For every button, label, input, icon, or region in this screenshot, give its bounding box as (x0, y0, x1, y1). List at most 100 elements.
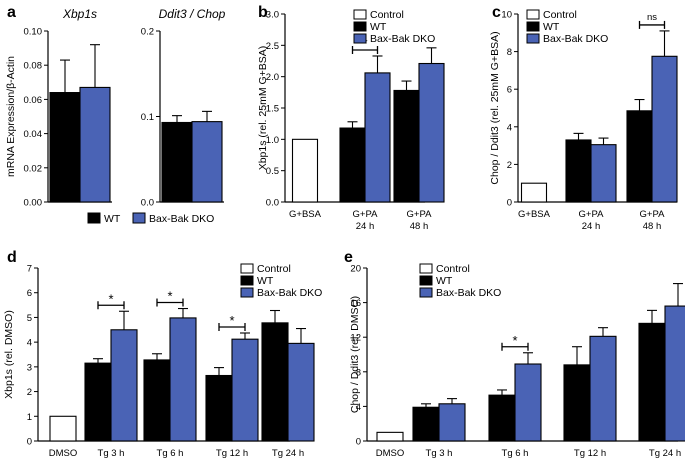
d-xtick-label: DMSO (49, 448, 78, 459)
a2-ytick-label: 0.1 (141, 112, 154, 123)
b-bar-wt (393, 89, 420, 203)
a1-ytick-label: 0.00 (24, 198, 43, 209)
b-ytick-label: 1.5 (266, 104, 279, 115)
d-bar-dko (110, 329, 138, 442)
b-legend-label: WT (370, 21, 387, 33)
d-xtick-label: Tg 6 h (157, 448, 184, 459)
b-ylabel: Xbp1s (rel. 25mM G+BSA) (257, 46, 269, 171)
c-ytick-label: 4 (507, 122, 512, 133)
d-ytick-label: 3 (27, 362, 32, 373)
e-xtick-label: Tg 3 h (426, 448, 453, 459)
e-legend-swatch-dko (419, 287, 433, 298)
d-ylabel: Xbp1s (rel. DMSO) (3, 310, 15, 399)
b-ytick-label: 0.5 (266, 166, 279, 177)
b-bar-dko (364, 72, 391, 203)
a-legend-swatch-wt (87, 212, 101, 224)
d-xtick-label: Tg 3 h (98, 448, 125, 459)
c-xtick-label: 24 h (582, 221, 601, 232)
e-ytick-label: 8 (356, 367, 361, 378)
c-ytick-label: 0 (507, 198, 512, 209)
a1-ytick-label: 0.04 (24, 129, 43, 140)
b-xtick-label: G+BSA (289, 209, 322, 220)
a2-ytick-label: 0.2 (141, 27, 154, 38)
b-legend-label: Control (370, 9, 404, 21)
panel-letter-b: b (258, 4, 268, 21)
a1-ytick-label: 0.06 (24, 95, 43, 106)
d-bar-dko (169, 317, 197, 442)
e-xtick-label: Tg 24 h (649, 448, 681, 459)
panel-letter-c: c (492, 4, 501, 21)
e-xtick-label: Tg 6 h (502, 448, 529, 459)
e-ytick-label: 0 (356, 437, 361, 448)
d-ytick-label: 4 (27, 338, 32, 349)
a1-ylabel: mRNA Expression/β-Actin (5, 56, 17, 177)
e-ytick-label: 12 (350, 333, 361, 344)
a2-ytick-label: 0.0 (141, 198, 154, 209)
c-bar-wt (626, 110, 653, 203)
a-legend-swatch-dko (132, 212, 146, 224)
c-legend-swatch-wt (526, 21, 540, 32)
a2-bar-wt (161, 121, 193, 203)
panel-letter-e: e (344, 249, 353, 266)
d-ytick-label: 0 (27, 437, 32, 448)
e-ylabel: Chop / Ddit3 (rel. DMSO) (349, 296, 361, 413)
b-legend-swatch-dko (353, 33, 367, 44)
d-xtick-label: Tg 12 h (216, 448, 248, 459)
d-sig-label: * (167, 289, 172, 304)
e-bar-control (376, 431, 404, 442)
e-bar-wt (412, 406, 440, 442)
c-sig-label: ns (647, 12, 657, 23)
d-legend-swatch-wt (240, 275, 254, 286)
e-bar-dko (664, 305, 685, 442)
e-legend-swatch-control (419, 263, 433, 274)
b-bar-wt (339, 127, 366, 203)
d-ytick-label: 2 (27, 387, 32, 398)
a1-ytick-label: 0.08 (24, 61, 43, 72)
b-xtick-label: 48 h (410, 221, 429, 232)
c-legend-label: WT (543, 21, 560, 33)
d-legend-swatch-control (240, 263, 254, 274)
a1-bar-dko (79, 86, 111, 203)
a2-title: Ddit3 / Chop (159, 7, 226, 21)
e-legend-label: Bax-Bak DKO (436, 287, 501, 299)
e-xtick-label: DMSO (376, 448, 405, 459)
c-legend-label: Control (543, 9, 577, 21)
e-bar-wt (488, 394, 516, 442)
c-legend-label: Bax-Bak DKO (543, 33, 608, 45)
d-legend-label: Bax-Bak DKO (257, 287, 322, 299)
e-ytick-label: 4 (356, 402, 361, 413)
d-bar-dko (287, 342, 315, 442)
a1-title: Xbp1s (62, 7, 97, 21)
b-legend-swatch-control (353, 9, 367, 20)
b-xtick-label: G+PA (407, 209, 433, 220)
c-bar-wt (565, 139, 592, 203)
b-legend-swatch-wt (353, 21, 367, 32)
c-bar-control (520, 182, 548, 203)
b-ytick-label: 3.0 (266, 10, 279, 21)
d-sig-label: * (108, 291, 113, 306)
b-bar-dko (418, 62, 445, 203)
e-ytick-label: 20 (350, 264, 361, 275)
a2-bar-dko (191, 121, 223, 203)
d-bar-wt (84, 362, 112, 442)
b-ytick-label: 0.0 (266, 198, 279, 209)
c-ytick-label: 6 (507, 85, 512, 96)
d-ytick-label: 5 (27, 313, 32, 324)
panel-letter-d: d (7, 249, 17, 266)
b-legend-label: Bax-Bak DKO (370, 33, 435, 45)
e-bar-dko (589, 335, 617, 442)
e-sig-label: * (512, 333, 517, 348)
b-ytick-label: 2.0 (266, 72, 279, 83)
b-ytick-label: 2.5 (266, 41, 279, 52)
d-ytick-label: 1 (27, 412, 32, 423)
d-sig-label: * (229, 313, 234, 328)
d-legend-label: Control (257, 263, 291, 275)
c-xtick-label: G+BSA (518, 209, 551, 220)
d-bar-wt (205, 374, 233, 442)
c-ytick-label: 10 (501, 10, 512, 21)
c-xtick-label: 48 h (643, 221, 662, 232)
panel-letter-a: a (7, 4, 16, 21)
b-xtick-label: G+PA (353, 209, 379, 220)
e-bar-dko (438, 403, 466, 442)
